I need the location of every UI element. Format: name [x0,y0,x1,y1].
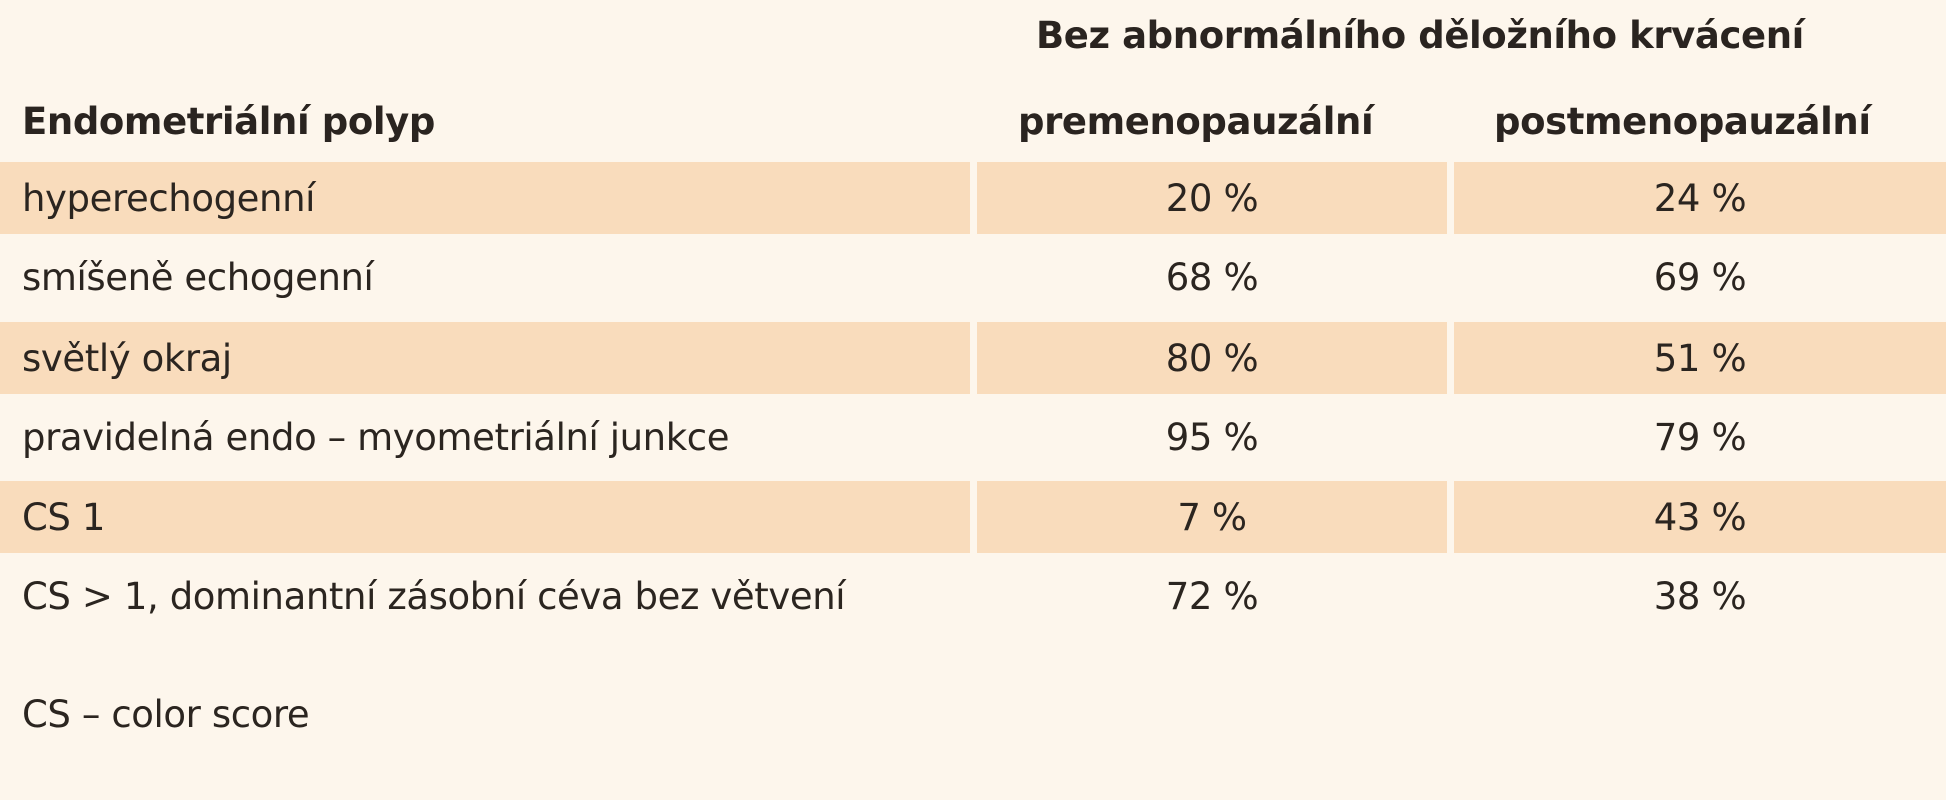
table-row: světlý okraj 80 % 51 % [0,322,1946,394]
table-row: smíšeně echogenní 68 % 69 % [0,241,1946,313]
table-row: CS > 1, dominantní zásobní céva bez větv… [0,560,1946,632]
table-row: pravidelná endo – myometriální junkce 95… [0,401,1946,473]
premenopauzalni-value: 68 % [1165,255,1259,299]
table-row: CS 1 7 % 43 % [0,481,1946,553]
row-label: CS 1 [0,481,970,553]
row-label: hyperechogenní [0,162,970,234]
row-label: pravidelná endo – myometriální junkce [22,415,730,459]
premenopauzalni-value: 80 % [977,322,1447,394]
row-label: CS > 1, dominantní zásobní céva bez větv… [22,574,846,618]
row-label: světlý okraj [0,322,970,394]
postmenopauzalni-value: 79 % [1653,415,1747,459]
table-row: hyperechogenní 20 % 24 % [0,162,1946,234]
premenopauzalni-value: 20 % [977,162,1447,234]
postmenopauzalni-value: 43 % [1454,481,1946,553]
postmenopauzalni-value: 51 % [1454,322,1946,394]
footnote: CS – color score [22,692,310,736]
column-header-postmenopauzalni: postmenopauzální [1494,100,1871,143]
column-header-premenopauzalni: premenopauzální [1018,100,1374,143]
postmenopauzalni-value: 38 % [1653,574,1747,618]
postmenopauzalni-value: 24 % [1454,162,1946,234]
premenopauzalni-value: 72 % [1165,574,1259,618]
premenopauzalni-value: 7 % [977,481,1447,553]
premenopauzalni-value: 95 % [1165,415,1259,459]
row-label: smíšeně echogenní [22,255,374,299]
group-header: Bez abnormálního děložního krvácení [1036,14,1804,57]
column-header-polyp: Endometriální polyp [22,100,435,143]
postmenopauzalni-value: 69 % [1653,255,1747,299]
